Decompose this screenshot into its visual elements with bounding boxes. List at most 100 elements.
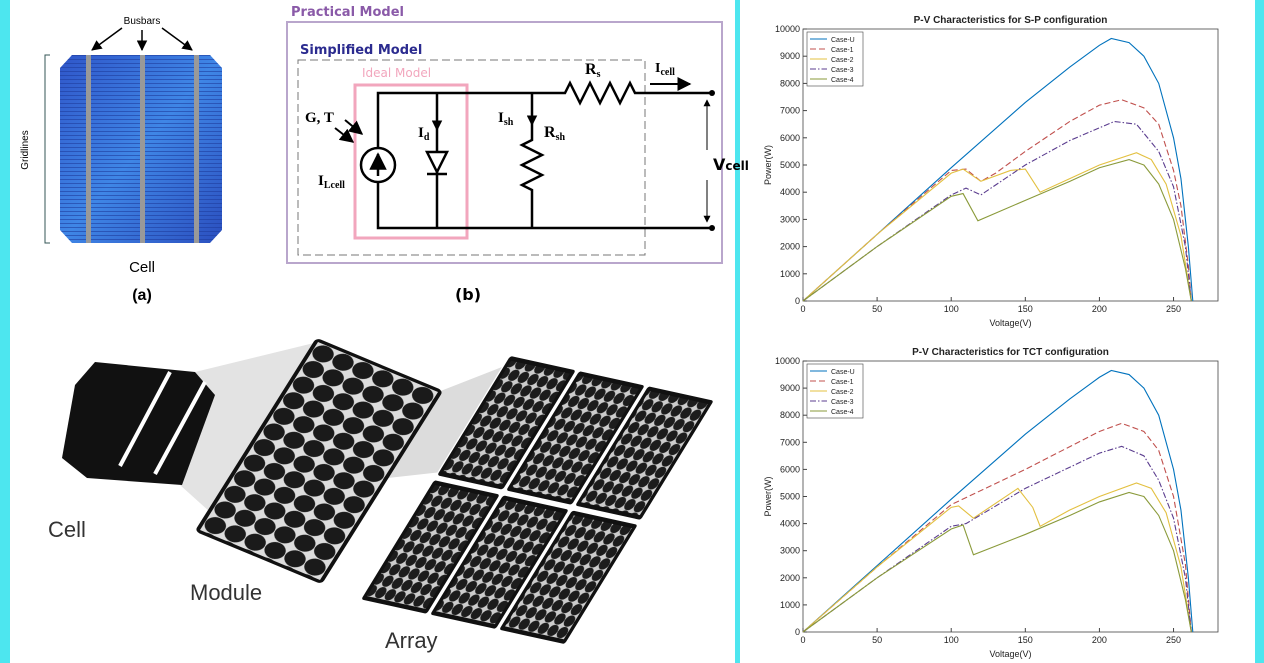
rs-label: Rs [585, 61, 601, 80]
busbars-label: Busbars [124, 16, 161, 27]
legend-label: Case-3 [831, 67, 854, 74]
array-label: Array [385, 628, 438, 653]
y-tick-label: 5000 [780, 492, 800, 502]
busbar-arrows [91, 27, 193, 52]
series-line [802, 37, 1194, 302]
busbar [86, 55, 91, 243]
icell-label: Icell [655, 61, 675, 78]
x-axis-label: Voltage(V) [989, 649, 1031, 659]
arrow [334, 127, 355, 143]
legend-label: Case-U [831, 369, 855, 376]
series-line [802, 482, 1192, 633]
y-tick-label: 1000 [780, 600, 800, 610]
y-tick-label: 4000 [780, 519, 800, 529]
panel-label: (b) [455, 285, 481, 304]
module-label: Module [190, 580, 262, 605]
x-tick-label: 50 [872, 304, 882, 314]
cell-illustration [62, 362, 215, 485]
y-tick-label: 9000 [780, 383, 800, 393]
y-tick-label: 7000 [780, 437, 800, 447]
cell-figure: Busbars Gridlines Cell (a) [20, 16, 222, 304]
y-tick-label: 0 [795, 296, 800, 306]
array-illustration [360, 354, 715, 646]
y-tick-label: 3000 [780, 214, 800, 224]
y-axis-label: Power(W) [763, 145, 773, 185]
series-line [802, 99, 1192, 302]
vcell-label: Vcell [713, 155, 749, 174]
ideal-box [353, 83, 469, 240]
chart-title: P-V Characteristics for TCT configuratio… [912, 347, 1109, 358]
y-tick-label: 10000 [775, 356, 800, 366]
chart: P-V Characteristics for TCT configuratio… [763, 347, 1219, 659]
legend-label: Case-4 [831, 409, 854, 416]
legend-label: Case-2 [831, 57, 854, 64]
cell-caption: Cell [129, 259, 155, 276]
y-tick-label: 3000 [780, 546, 800, 556]
gridlines-label: Gridlines [20, 130, 31, 169]
simplified-label: Simplified Model [300, 43, 422, 58]
ilcell-label: ILcell [318, 173, 345, 191]
circuit-figure: Practical Model Simplified Model Ideal M… [286, 5, 749, 304]
x-tick-label: 50 [872, 635, 882, 645]
x-axis-label: Voltage(V) [989, 318, 1031, 328]
y-tick-label: 4000 [780, 187, 800, 197]
rsh-label: Rsh [544, 124, 565, 143]
legend-label: Case-2 [831, 389, 854, 396]
gt-label: G, T [305, 110, 334, 126]
y-axis-label: Power(W) [763, 476, 773, 516]
funnel [180, 342, 318, 530]
y-tick-label: 6000 [780, 464, 800, 474]
x-tick-label: 0 [800, 635, 805, 645]
module-illustration [196, 339, 442, 583]
busbar [153, 381, 207, 475]
series-line [802, 491, 1192, 633]
panel-label: (a) [132, 287, 152, 304]
cell-label: Cell [48, 517, 86, 542]
funnel [370, 360, 520, 480]
simplified-box [297, 59, 646, 256]
bracket [44, 54, 50, 244]
ish-label: Ish [498, 110, 514, 128]
x-tick-label: 200 [1092, 304, 1107, 314]
plot-area [802, 28, 1219, 302]
series-line [802, 152, 1192, 302]
y-tick-label: 2000 [780, 573, 800, 583]
x-tick-label: 150 [1018, 635, 1033, 645]
legend-label: Case-U [831, 37, 855, 44]
y-tick-label: 2000 [780, 242, 800, 252]
legend-label: Case-1 [831, 379, 854, 386]
legend-label: Case-4 [831, 77, 854, 84]
x-tick-label: 100 [944, 304, 959, 314]
terminal [709, 225, 715, 231]
y-tick-label: 1000 [780, 269, 800, 279]
busbar [194, 55, 199, 243]
arrow [344, 119, 364, 135]
y-tick-label: 10000 [775, 24, 800, 34]
series-line [802, 120, 1192, 302]
x-tick-label: 200 [1092, 635, 1107, 645]
ideal-label: Ideal Model [362, 66, 431, 80]
y-tick-label: 8000 [780, 78, 800, 88]
chart-title: P-V Characteristics for S-P configuratio… [914, 15, 1108, 26]
y-tick-label: 0 [795, 627, 800, 637]
x-tick-label: 250 [1166, 304, 1181, 314]
id-label: Id [418, 125, 430, 143]
series-line [802, 445, 1192, 633]
legend-label: Case-3 [831, 399, 854, 406]
series-line [802, 369, 1194, 633]
y-tick-label: 6000 [780, 133, 800, 143]
plot-area [802, 360, 1219, 633]
y-tick-label: 5000 [780, 160, 800, 170]
practical-label: Practical Model [291, 5, 404, 20]
y-tick-label: 9000 [780, 51, 800, 61]
x-tick-label: 100 [944, 635, 959, 645]
busbar [140, 55, 145, 243]
y-tick-label: 8000 [780, 410, 800, 420]
x-tick-label: 150 [1018, 304, 1033, 314]
x-tick-label: 0 [800, 304, 805, 314]
terminal [709, 90, 715, 96]
y-tick-label: 7000 [780, 106, 800, 116]
legend-label: Case-1 [831, 47, 854, 54]
chart: P-V Characteristics for S-P configuratio… [763, 15, 1219, 328]
